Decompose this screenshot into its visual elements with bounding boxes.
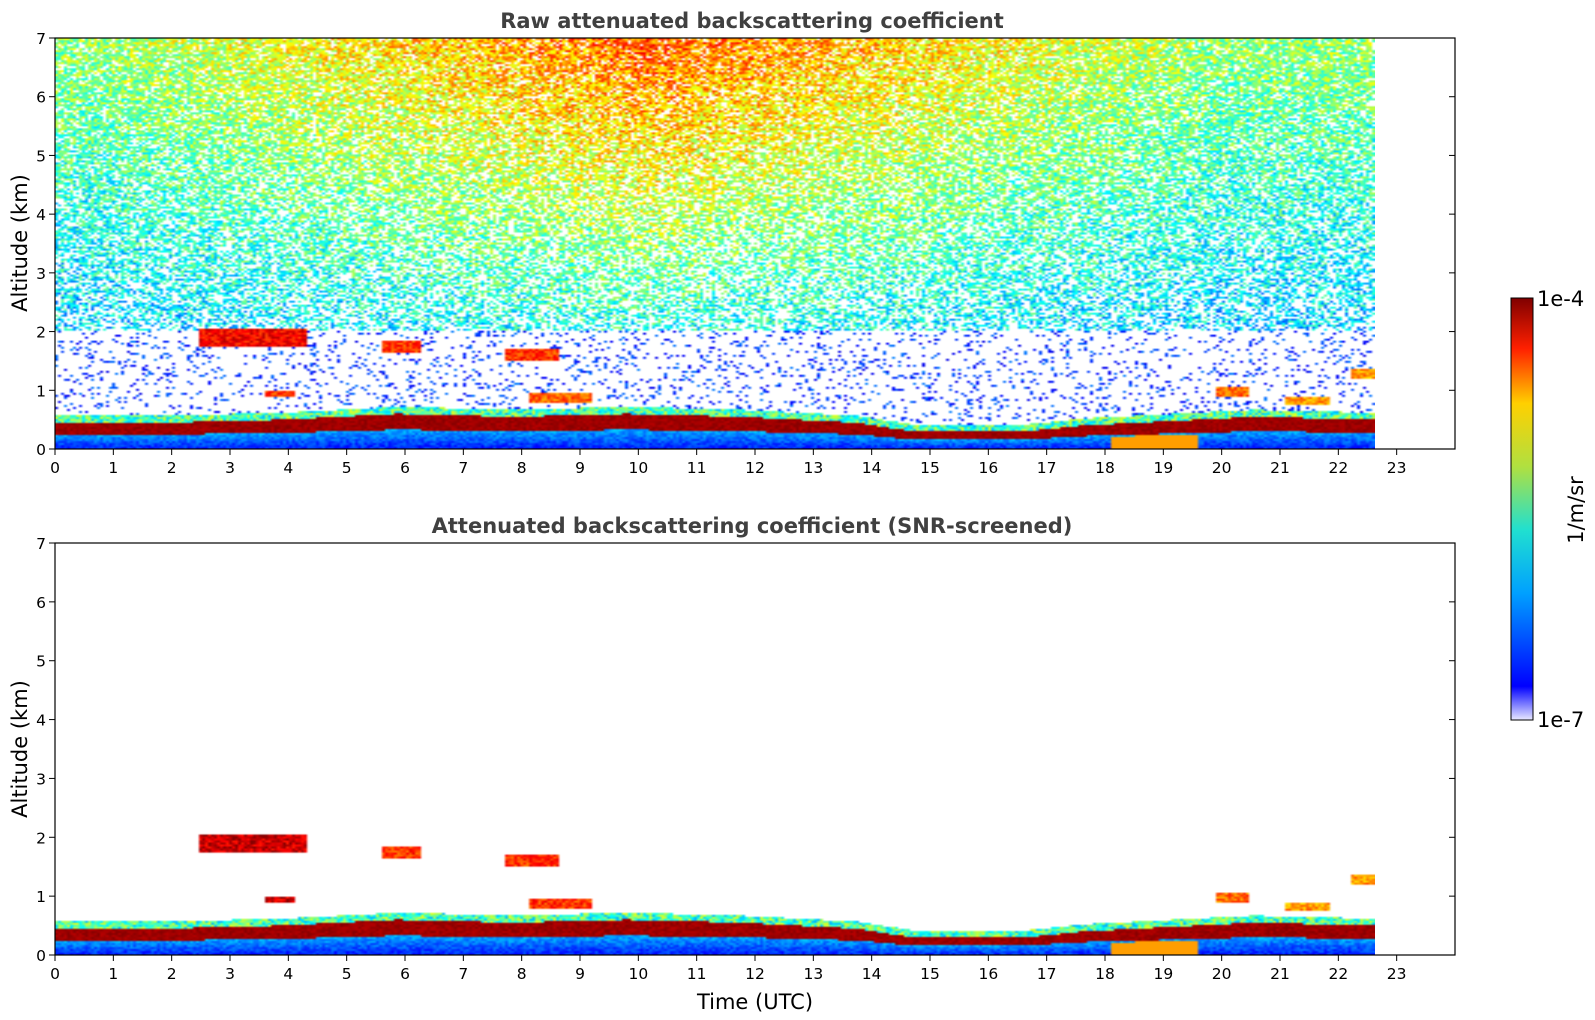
- y-axis: 0 1 2 3 4 5 6 7: [36, 535, 1455, 965]
- x-tick-label: 5: [342, 965, 352, 983]
- x-tick-label: 23: [1387, 459, 1407, 477]
- x-tick-label: 19: [1153, 965, 1173, 983]
- x-tick-label: 2: [167, 965, 177, 983]
- x-tick-label: 4: [283, 459, 293, 477]
- x-tick-label: 13: [803, 965, 823, 983]
- y-tick-label: 7: [36, 30, 46, 48]
- x-tick-label: 11: [687, 965, 707, 983]
- y-tick-label: 4: [36, 712, 46, 730]
- x-tick-label: 0: [50, 965, 60, 983]
- colorbar-max-label: 1e-4: [1537, 287, 1584, 311]
- heatmap-area: [55, 543, 1375, 955]
- snr-screened-panel: Attenuated backscattering coefficient (S…: [8, 514, 1456, 1014]
- x-tick-label: 13: [803, 459, 823, 477]
- x-tick-label: 9: [575, 459, 585, 477]
- x-tick-label: 16: [978, 459, 998, 477]
- x-tick-label: 3: [225, 459, 235, 477]
- y-axis: 0 1 2 3 4 5 6 7: [36, 30, 1455, 459]
- x-tick-label: 7: [458, 965, 468, 983]
- y-tick-label: 1: [36, 888, 46, 906]
- y-tick-label: 0: [36, 441, 46, 459]
- raw-backscatter-panel: Raw attenuated backscattering coefficien…: [8, 9, 1456, 477]
- y-tick-label: 2: [36, 324, 46, 342]
- heatmap-image: [55, 543, 1375, 955]
- x-tick-label: 23: [1387, 965, 1407, 983]
- y-tick-label: 6: [36, 594, 46, 612]
- colorbar-min-label: 1e-7: [1537, 708, 1584, 732]
- chart-title: Attenuated backscattering coefficient (S…: [432, 514, 1073, 538]
- x-tick-label: 15: [920, 459, 940, 477]
- x-tick-label: 8: [517, 965, 527, 983]
- x-tick-label: 22: [1328, 965, 1348, 983]
- x-tick-label: 4: [283, 965, 293, 983]
- y-tick-label: 7: [36, 535, 46, 553]
- y-tick-label: 1: [36, 382, 46, 400]
- x-tick-label: 14: [862, 459, 882, 477]
- x-axis-label: Time (UTC): [696, 990, 813, 1014]
- y-axis-label: Altitude (km): [8, 680, 32, 818]
- x-tick-label: 14: [862, 965, 882, 983]
- x-tick-label: 19: [1153, 459, 1173, 477]
- x-tick-label: 1: [108, 965, 118, 983]
- x-tick-label: 1: [108, 459, 118, 477]
- x-tick-label: 15: [920, 965, 940, 983]
- x-tick-label: 20: [1212, 965, 1232, 983]
- colorbar-gradient: [1510, 297, 1534, 721]
- y-tick-label: 5: [36, 653, 46, 671]
- y-tick-label: 3: [36, 770, 46, 788]
- y-tick-label: 6: [36, 89, 46, 107]
- colorbar: 1e-4 1e-7 1/m/sr: [1510, 287, 1588, 732]
- x-tick-label: 12: [745, 459, 765, 477]
- x-tick-label: 6: [400, 965, 410, 983]
- x-tick-label: 16: [978, 965, 998, 983]
- y-tick-label: 3: [36, 265, 46, 283]
- x-tick-label: 5: [342, 459, 352, 477]
- x-tick-label: 22: [1328, 459, 1348, 477]
- heatmap-area: [55, 38, 1375, 449]
- y-tick-label: 0: [36, 947, 46, 965]
- x-tick-label: 10: [628, 459, 648, 477]
- x-tick-label: 10: [628, 965, 648, 983]
- x-tick-label: 0: [50, 459, 60, 477]
- x-tick-label: 18: [1095, 965, 1115, 983]
- x-tick-label: 21: [1270, 459, 1290, 477]
- x-axis: 0 1 2 3 4 5 6 7 8 9 10 11 12 13 14 15 16 17 18 19 20 21 22 23: [50, 449, 1407, 477]
- y-tick-label: 2: [36, 829, 46, 847]
- x-tick-label: 2: [167, 459, 177, 477]
- x-tick-label: 9: [575, 965, 585, 983]
- y-axis-label: Altitude (km): [8, 174, 32, 312]
- x-tick-label: 17: [1037, 965, 1057, 983]
- x-axis: 0 1 2 3 4 5 6 7 8 9 10 11 12 13 14 15 16 17 18 19 20 21 22 23: [50, 955, 1407, 983]
- y-tick-label: 5: [36, 147, 46, 165]
- x-tick-label: 3: [225, 965, 235, 983]
- x-tick-label: 21: [1270, 965, 1290, 983]
- x-tick-label: 20: [1212, 459, 1232, 477]
- x-tick-label: 12: [745, 965, 765, 983]
- x-tick-label: 11: [687, 459, 707, 477]
- chart-title: Raw attenuated backscattering coefficien…: [500, 9, 1004, 33]
- x-tick-label: 8: [517, 459, 527, 477]
- x-tick-label: 17: [1037, 459, 1057, 477]
- colorbar-unit-label: 1/m/sr: [1564, 476, 1588, 544]
- x-tick-label: 6: [400, 459, 410, 477]
- x-tick-label: 18: [1095, 459, 1115, 477]
- y-tick-label: 4: [36, 206, 46, 224]
- x-tick-label: 7: [458, 459, 468, 477]
- heatmap-image: [55, 38, 1375, 449]
